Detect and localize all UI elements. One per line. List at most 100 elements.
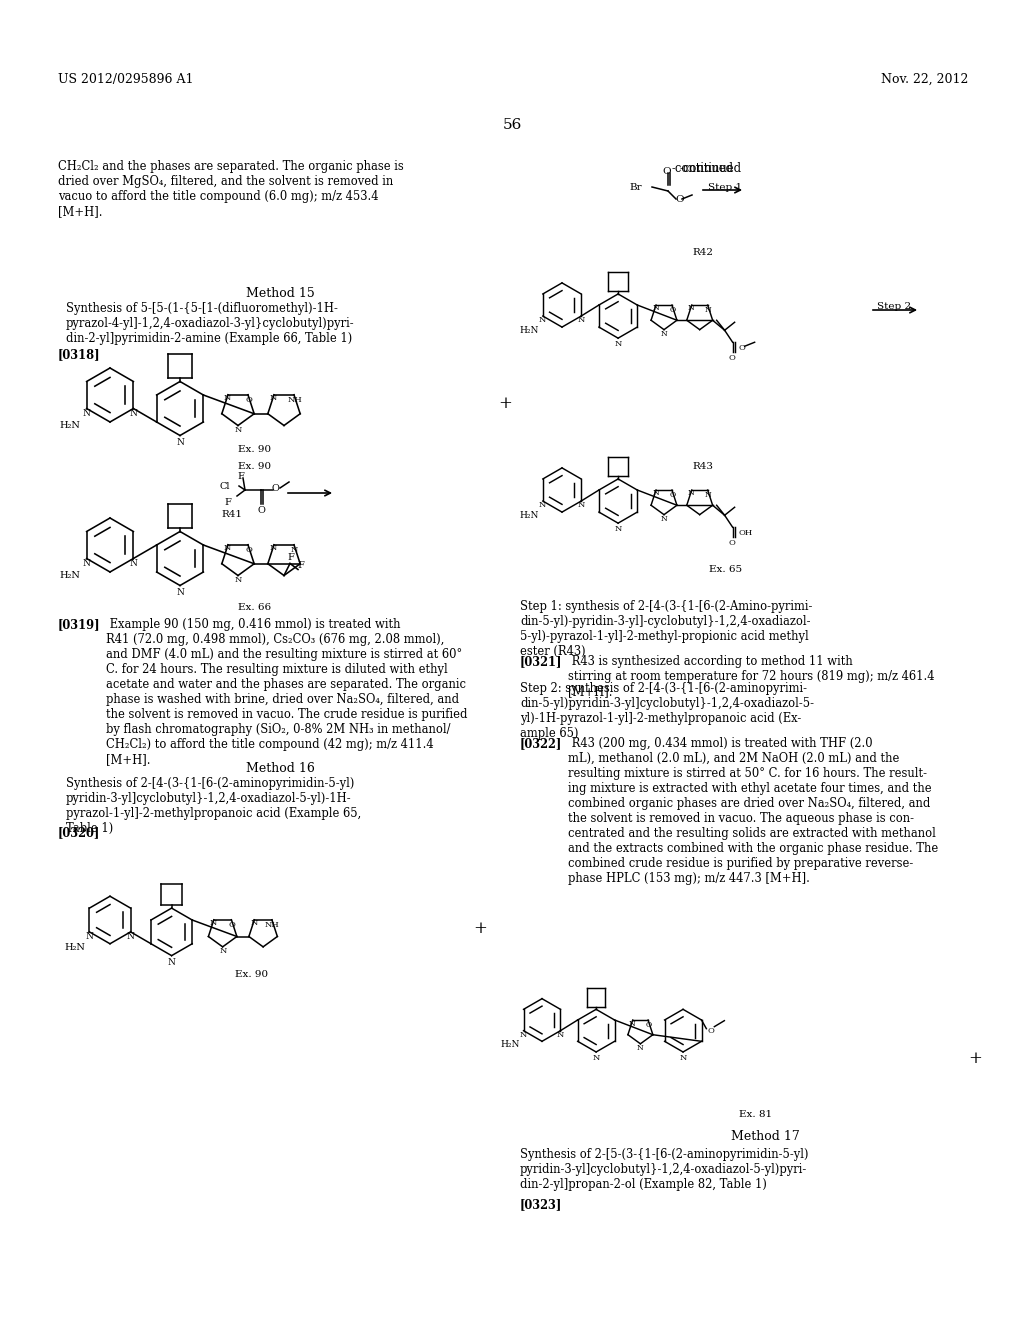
Text: N: N	[578, 315, 585, 323]
Text: N: N	[660, 330, 668, 338]
Text: [0321]: [0321]	[520, 655, 562, 668]
Text: O: O	[729, 540, 735, 548]
Text: +: +	[498, 395, 512, 412]
Text: N: N	[224, 395, 231, 403]
Text: N: N	[637, 1044, 644, 1052]
Text: NH: NH	[287, 396, 302, 404]
Text: Ex. 90: Ex. 90	[239, 462, 271, 471]
Text: N: N	[219, 948, 226, 956]
Text: N: N	[705, 491, 712, 499]
Text: Step 2: Step 2	[877, 302, 911, 312]
Text: [0320]: [0320]	[58, 826, 100, 840]
Text: +: +	[473, 920, 487, 937]
Text: Ex. 65: Ex. 65	[710, 565, 742, 574]
Text: O: O	[245, 546, 252, 554]
Text: N: N	[127, 932, 135, 941]
Text: O: O	[272, 484, 280, 492]
Text: Ex. 90: Ex. 90	[239, 445, 271, 454]
Text: N: N	[660, 515, 668, 523]
Text: [0319]: [0319]	[58, 618, 100, 631]
Text: F: F	[287, 553, 294, 562]
Text: N: N	[85, 932, 93, 941]
Text: N: N	[614, 341, 622, 348]
Text: Nov. 22, 2012: Nov. 22, 2012	[881, 73, 968, 86]
Text: H₂N: H₂N	[59, 421, 80, 429]
Text: Step 2: synthesis of 2-[4-(3-{1-[6-(2-aminopyrimi-
din-5-yl)pyridin-3-yl]cyclobu: Step 2: synthesis of 2-[4-(3-{1-[6-(2-am…	[520, 682, 814, 741]
Text: N: N	[679, 1055, 687, 1063]
Text: N: N	[688, 490, 694, 498]
Text: R43: R43	[692, 462, 713, 471]
Text: NH: NH	[265, 921, 280, 929]
Text: F: F	[297, 561, 304, 570]
Text: N: N	[519, 1031, 527, 1039]
Text: F: F	[224, 498, 231, 507]
Text: Step 1: Step 1	[708, 183, 742, 191]
Text: O: O	[729, 354, 735, 362]
Text: Ex. 81: Ex. 81	[739, 1110, 772, 1119]
Text: Cl: Cl	[219, 482, 230, 491]
Text: N: N	[593, 1055, 600, 1063]
Text: R43 (200 mg, 0.434 mmol) is treated with THF (2.0
mL), methanol (2.0 mL), and 2M: R43 (200 mg, 0.434 mmol) is treated with…	[568, 737, 938, 884]
Text: N: N	[652, 490, 658, 498]
Text: N: N	[130, 408, 137, 417]
Text: O: O	[738, 345, 745, 352]
Text: Method 17: Method 17	[731, 1130, 800, 1143]
Text: N: N	[688, 305, 694, 313]
Text: OH: OH	[738, 529, 753, 537]
Text: Synthesis of 2-[5-(3-{1-[6-(2-aminopyrimidin-5-yl)
pyridin-3-yl]cyclobutyl}-1,2,: Synthesis of 2-[5-(3-{1-[6-(2-aminopyrim…	[520, 1148, 809, 1191]
Text: O: O	[645, 1022, 651, 1030]
Text: Ex. 66: Ex. 66	[239, 603, 271, 612]
Text: N: N	[705, 306, 712, 314]
Text: -continued: -continued	[672, 162, 734, 176]
Text: N: N	[82, 408, 90, 417]
Text: Step 1: synthesis of 2-[4-(3-{1-[6-(2-Amino-pyrimi-
din-5-yl)-pyridin-3-yl]-cycl: Step 1: synthesis of 2-[4-(3-{1-[6-(2-Am…	[520, 601, 812, 657]
Text: H₂N: H₂N	[63, 942, 85, 952]
Text: N: N	[168, 958, 175, 968]
Text: N: N	[234, 426, 242, 434]
Text: N: N	[269, 544, 278, 552]
Text: N: N	[539, 315, 546, 323]
Text: R42: R42	[692, 248, 713, 257]
Text: N: N	[224, 544, 231, 552]
Text: H₂N: H₂N	[519, 326, 539, 335]
Text: O: O	[670, 491, 676, 499]
Text: N: N	[652, 305, 658, 313]
Text: N: N	[210, 919, 217, 927]
Text: O: O	[258, 506, 266, 515]
Text: O: O	[670, 306, 676, 314]
Text: [0323]: [0323]	[520, 1199, 562, 1210]
Text: N: N	[82, 558, 90, 568]
Text: Synthesis of 2-[4-(3-{1-[6-(2-aminopyrimidin-5-yl)
pyridin-3-yl]cyclobutyl}-1,2,: Synthesis of 2-[4-(3-{1-[6-(2-aminopyrim…	[66, 777, 361, 836]
Text: N: N	[578, 502, 585, 510]
Text: +: +	[968, 1049, 982, 1067]
Text: CH₂Cl₂ and the phases are separated. The organic phase is
dried over MgSO₄, filt: CH₂Cl₂ and the phases are separated. The…	[58, 160, 403, 218]
Text: O: O	[675, 195, 684, 205]
Text: N: N	[234, 577, 242, 585]
Text: Ex. 90: Ex. 90	[236, 970, 268, 979]
Text: Example 90 (150 mg, 0.416 mmol) is treated with
R41 (72.0 mg, 0.498 mmol), Cs₂CO: Example 90 (150 mg, 0.416 mmol) is treat…	[106, 618, 468, 766]
Text: N: N	[629, 1019, 636, 1027]
Text: H₂N: H₂N	[501, 1040, 520, 1049]
Text: Method 16: Method 16	[246, 762, 314, 775]
Text: Synthesis of 5-[5-(1-{5-[1-(difluoromethyl)-1H-
pyrazol-4-yl]-1,2,4-oxadiazol-3-: Synthesis of 5-[5-(1-{5-[1-(difluorometh…	[66, 302, 354, 345]
Text: N: N	[291, 546, 298, 554]
Text: R43 is synthesized according to method 11 with
stirring at room temperature for : R43 is synthesized according to method 1…	[568, 655, 935, 698]
Text: R41: R41	[221, 510, 243, 519]
Text: N: N	[269, 395, 278, 403]
Text: H₂N: H₂N	[519, 511, 539, 520]
Text: O: O	[708, 1027, 714, 1035]
Text: -continued: -continued	[680, 162, 742, 176]
Text: Method 15: Method 15	[246, 286, 314, 300]
Text: O: O	[228, 921, 236, 929]
Text: N: N	[176, 589, 184, 597]
Text: H₂N: H₂N	[59, 570, 80, 579]
Text: Br: Br	[630, 183, 642, 191]
Text: 56: 56	[503, 117, 521, 132]
Text: N: N	[539, 502, 546, 510]
Text: N: N	[614, 525, 622, 533]
Text: [0322]: [0322]	[520, 737, 562, 750]
Text: US 2012/0295896 A1: US 2012/0295896 A1	[58, 73, 194, 86]
Text: N: N	[557, 1031, 564, 1039]
Text: O: O	[245, 396, 252, 404]
Text: N: N	[130, 558, 137, 568]
